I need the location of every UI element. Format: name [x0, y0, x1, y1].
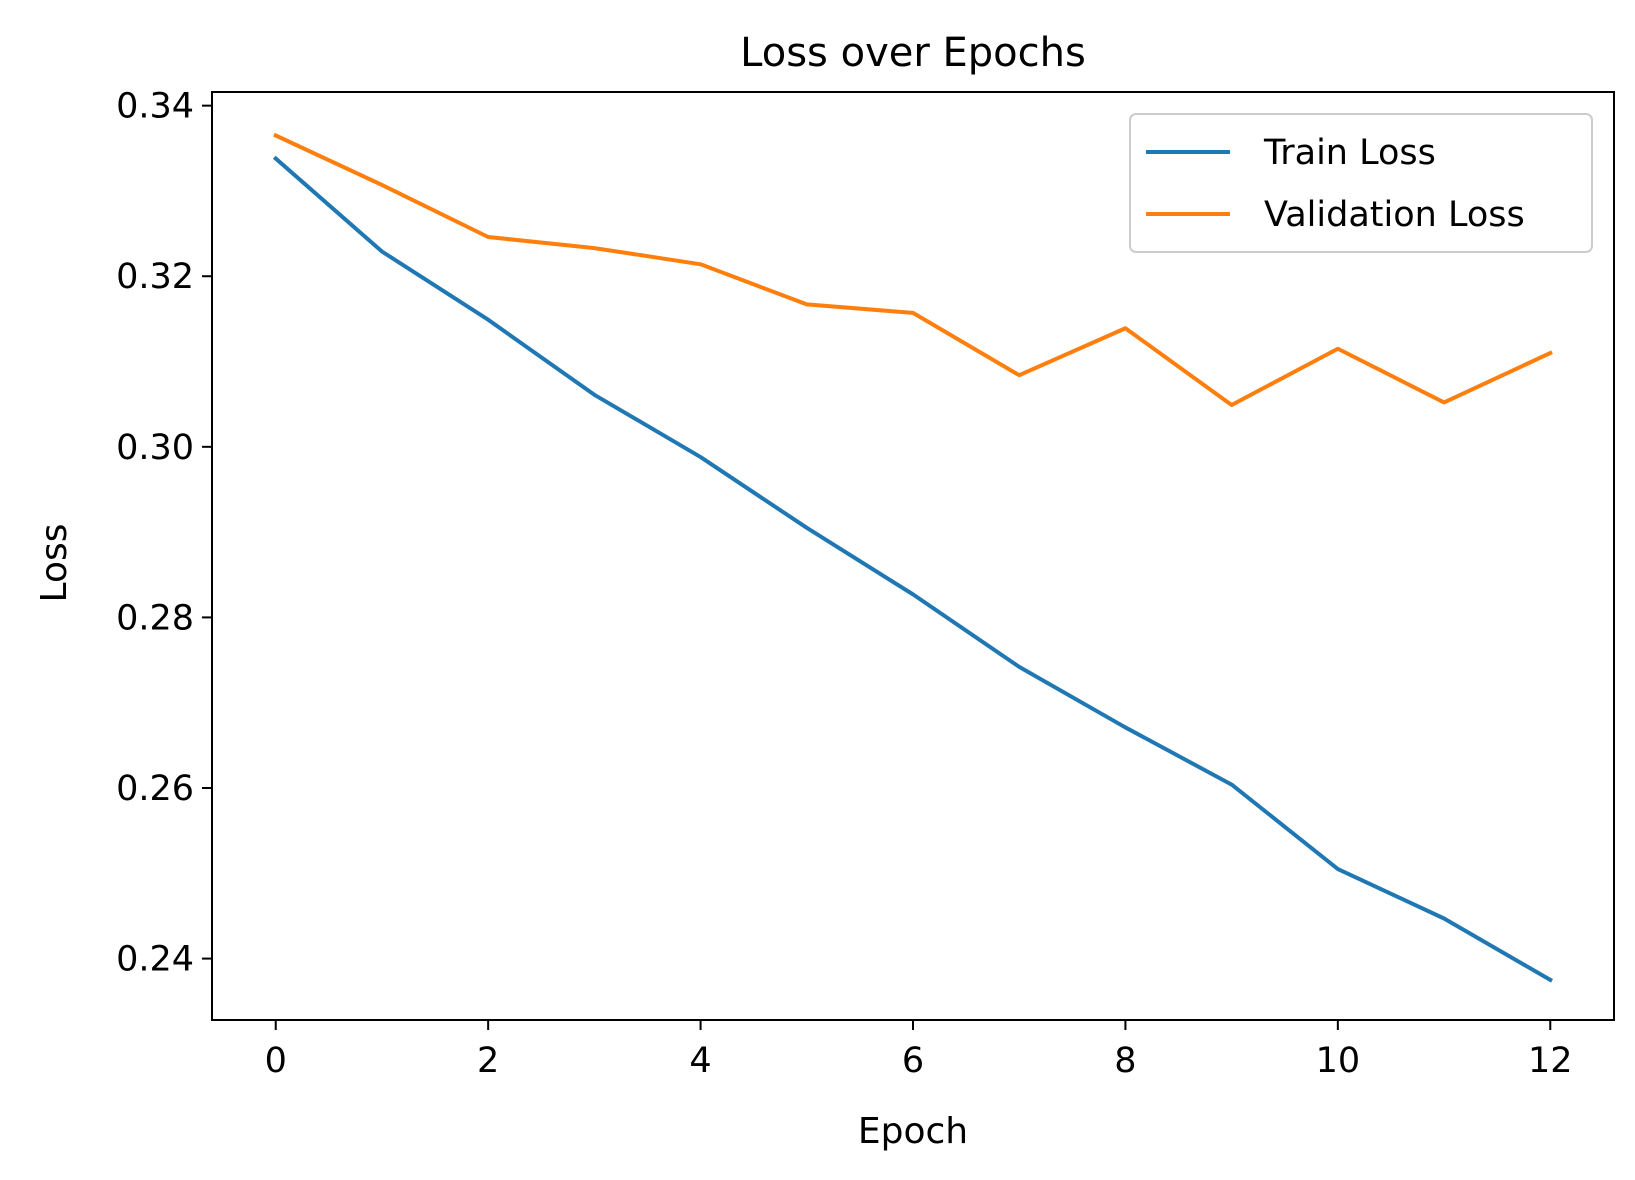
legend-label: Train Loss [1263, 133, 1436, 173]
chart-title: Loss over Epochs [740, 30, 1086, 76]
y-axis-label: Loss [34, 524, 75, 603]
series-line-validation-loss [273, 132, 1553, 408]
x-axis-ticks: 0 2 4 6 8 10 12 [265, 1020, 1573, 1081]
x-tick-label: 10 [1316, 1041, 1361, 1081]
x-tick-label: 4 [689, 1041, 711, 1081]
y-tick-label: 0.28 [116, 598, 194, 638]
y-tick-label: 0.30 [116, 428, 194, 468]
x-tick-label: 2 [477, 1041, 499, 1081]
y-tick-label: 0.32 [116, 257, 194, 297]
legend-label: Validation Loss [1264, 195, 1525, 235]
legend: Train Loss Validation Loss [1129, 113, 1593, 253]
legend-box [1129, 113, 1593, 253]
y-axis-ticks: 0.24 0.26 0.28 0.30 0.32 0.34 [116, 87, 212, 980]
y-tick-label: 0.34 [116, 87, 194, 127]
y-tick-label: 0.24 [116, 940, 194, 980]
x-tick-label: 6 [902, 1041, 924, 1081]
x-tick-label: 0 [265, 1041, 287, 1081]
y-tick-label: 0.26 [116, 769, 194, 809]
x-tick-label: 12 [1528, 1041, 1573, 1081]
x-axis-label: Epoch [858, 1111, 968, 1152]
series-line-train-loss [272, 155, 1554, 983]
x-tick-label: 8 [1114, 1041, 1136, 1081]
